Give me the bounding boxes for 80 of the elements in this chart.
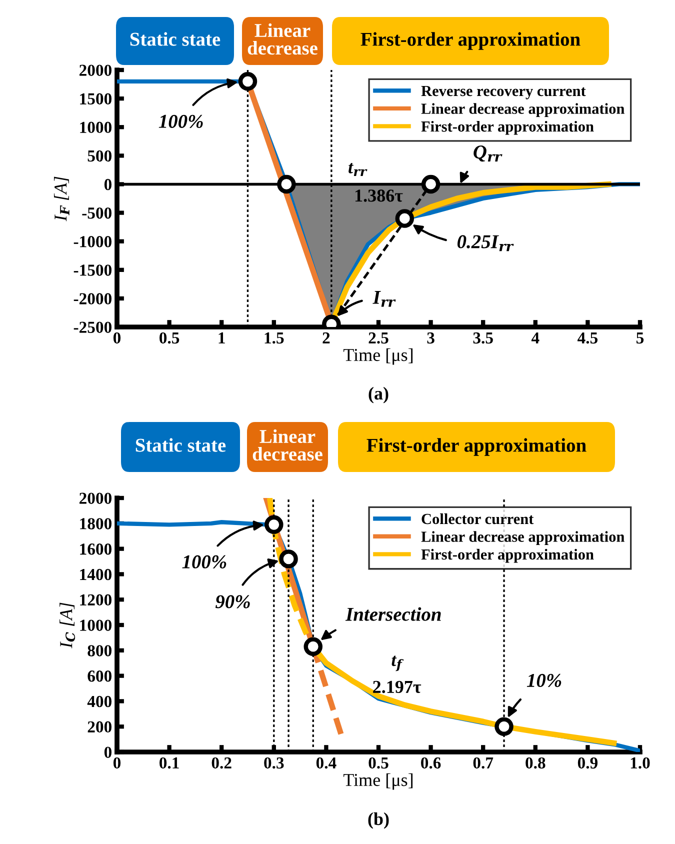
- annotation: 2.197τ: [373, 680, 422, 694]
- x-tick-label: 0.5: [160, 332, 180, 344]
- y-tick-label: -500: [82, 207, 112, 219]
- text: Static state: [130, 32, 220, 46]
- x-tick-label: 5: [636, 332, 644, 344]
- x-axis-title: Time [μs]: [343, 773, 413, 790]
- annotation: 100%: [158, 114, 203, 128]
- annotation: t$_{f}$: [392, 656, 404, 672]
- point: [421, 174, 440, 194]
- x-tick-label: 0.3: [264, 757, 284, 769]
- legend-label: Linear decrease approximation: [421, 103, 624, 118]
- x-tick-label: 0.4: [316, 757, 336, 769]
- y-tick-label: -2500: [74, 322, 112, 333]
- y-tick-label: 1800: [80, 518, 112, 530]
- y-tick-label: 1400: [80, 568, 112, 580]
- annotation: I$_{rr}$: [372, 290, 396, 307]
- y-axis-title: I$_{C}$ [A]: [60, 602, 76, 648]
- legend-label: Reverse recovery current: [421, 86, 586, 100]
- x-tick-label: 0.8: [526, 757, 546, 769]
- y-tick-label: -1000: [74, 236, 112, 248]
- y-tick-label: 400: [87, 696, 112, 708]
- y-tick-label: 0: [104, 746, 112, 758]
- y-tick-label: 2000: [80, 492, 112, 504]
- text: Linear decrease: [248, 23, 318, 55]
- y-tick-label: 0: [104, 178, 112, 190]
- y-tick-label: -1500: [74, 264, 112, 276]
- legend-label: Linear decrease approximation: [421, 531, 624, 545]
- x-tick-label: 1.0: [630, 757, 650, 769]
- y-tick-label: 800: [88, 645, 112, 656]
- text: First-order approximation: [360, 32, 580, 50]
- text: (b): [368, 812, 389, 829]
- text: Linear decrease: [252, 429, 322, 461]
- x-tick-label: 1: [218, 332, 225, 344]
- x-tick-label: 0.6: [421, 757, 441, 769]
- x-tick-label: 0: [113, 332, 121, 344]
- y-axis-title: I$_{F}$ [A]: [54, 176, 70, 222]
- y-tick-label: 1600: [80, 544, 112, 555]
- annotation: 10%: [526, 674, 562, 688]
- y-tick-label: -2000: [74, 293, 112, 304]
- point: [264, 515, 284, 534]
- y-tick-label: 600: [88, 670, 112, 682]
- x-tick-label: 3: [427, 332, 434, 344]
- annotation: Q$_{rr}$: [474, 146, 502, 162]
- y-tick-label: 2000: [80, 64, 112, 76]
- annotation: Intersection: [345, 607, 441, 621]
- y-tick-label: 1200: [80, 594, 112, 606]
- x-tick-label: 1.5: [264, 332, 284, 344]
- legend-label: First-order approximation: [421, 120, 594, 135]
- x-tick-label: 0: [113, 757, 121, 769]
- x-tick-label: 0.9: [578, 757, 598, 769]
- x-tick-label: 0.5: [368, 757, 388, 769]
- x-tick-label: 4: [531, 332, 540, 344]
- x-tick-label: 4.5: [578, 332, 598, 344]
- x-tick-label: 0.1: [160, 757, 179, 769]
- y-tick-label: 1500: [80, 93, 112, 104]
- annotation: 0.25I$_{rr}$: [457, 235, 514, 252]
- x-axis-title: Time [μs]: [343, 348, 413, 365]
- annotation: 100%: [182, 555, 226, 568]
- y-tick-label: 1000: [80, 620, 112, 631]
- x-tick-label: 0.2: [212, 757, 232, 769]
- point: [277, 174, 296, 194]
- x-tick-label: 0.7: [473, 757, 494, 769]
- text: First-order approximation: [366, 438, 586, 456]
- point: [494, 717, 514, 736]
- legend-label: First-order approximation: [421, 548, 594, 563]
- annotation: 1.386τ: [355, 190, 403, 202]
- x-tick-label: 3.5: [473, 332, 493, 344]
- annotation: t$_{rr}$: [348, 162, 368, 176]
- x-tick-label: 2: [322, 332, 330, 344]
- legend-label: Collector current: [422, 513, 534, 524]
- text: (a): [368, 386, 388, 404]
- y-tick-label: 1000: [80, 122, 112, 134]
- y-tick-label: 500: [88, 150, 112, 162]
- point: [279, 550, 298, 568]
- text: Static state: [136, 438, 226, 452]
- point: [304, 637, 322, 656]
- y-tick-label: 200: [88, 721, 112, 733]
- annotation: 90%: [215, 595, 250, 608]
- x-tick-label: 2.5: [368, 332, 388, 344]
- point: [395, 209, 414, 228]
